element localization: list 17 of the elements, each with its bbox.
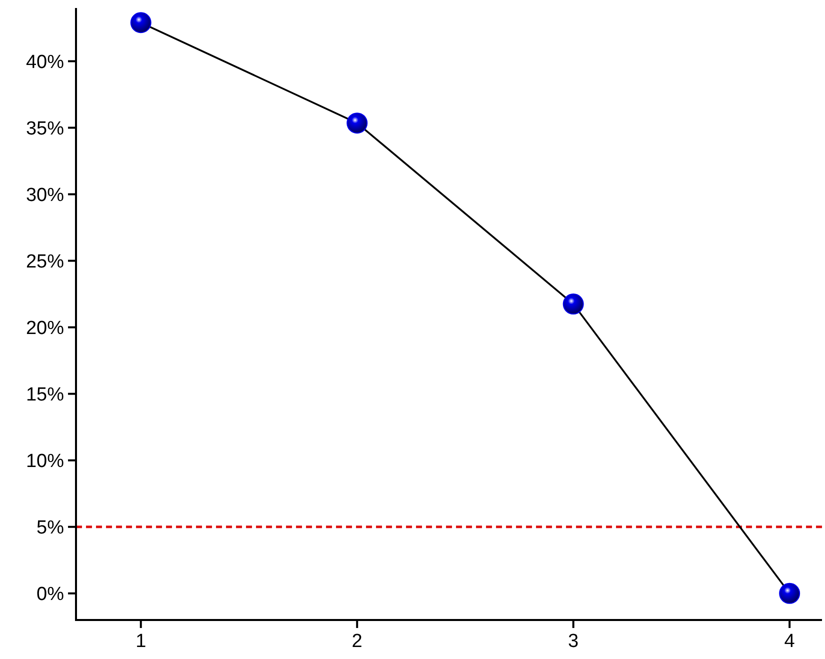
y-tick-label: 20% (26, 318, 64, 339)
point (346, 112, 368, 134)
point (130, 12, 152, 34)
y-tick-label: 0% (36, 584, 64, 606)
x-tick-label: 1 (136, 631, 146, 652)
y-tick-label: 30% (26, 184, 64, 206)
y-tick-label: 15% (26, 384, 64, 406)
y-tick-label: 40% (26, 52, 64, 73)
x-tick-label: 2 (352, 631, 362, 652)
x-tick-label: 4 (784, 631, 796, 652)
point (779, 582, 800, 604)
x-tick-label: 3 (568, 631, 579, 652)
y-tick-label: 35% (26, 118, 64, 140)
y-tick-label: 5% (36, 518, 64, 539)
y-tick-label: 10% (26, 451, 64, 472)
point (562, 294, 584, 315)
y-tick-label: 25% (26, 251, 64, 272)
